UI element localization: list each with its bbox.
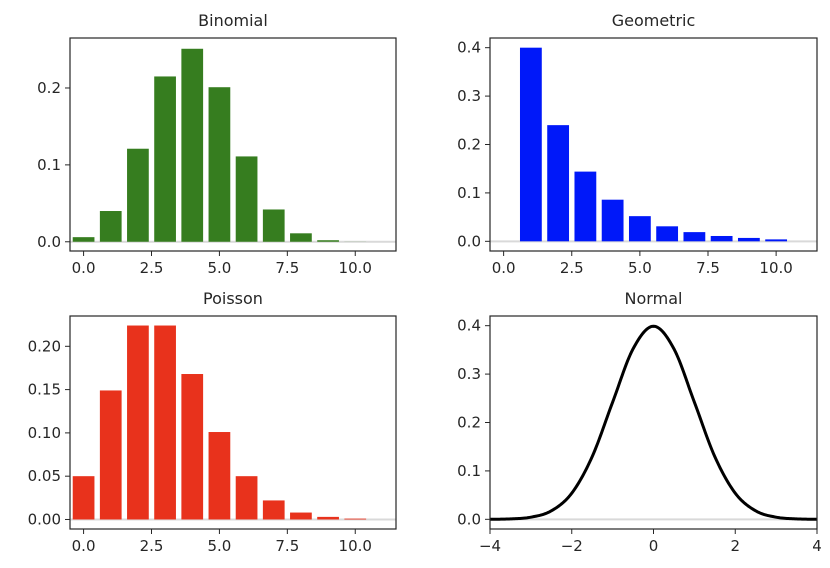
- geometric-bar: [574, 171, 597, 242]
- binomial-ytick-label: 0.0: [37, 233, 61, 251]
- geometric-bar: [547, 125, 570, 242]
- poisson-bar: [235, 476, 258, 520]
- geometric-xtick-label: 0.0: [492, 259, 516, 277]
- geometric-bar: [519, 47, 542, 242]
- geometric-xtick-label: 10.0: [759, 259, 792, 277]
- normal-ytick-label: 0.4: [457, 317, 481, 335]
- geometric-bar: [737, 237, 760, 242]
- poisson-ytick-label: 0.15: [28, 381, 61, 399]
- binomial-title: Binomial: [198, 11, 268, 30]
- geometric-xtick-label: 2.5: [560, 259, 584, 277]
- poisson-title: Poisson: [203, 289, 263, 308]
- geometric-ytick-label: 0.1: [457, 184, 481, 202]
- poisson-bar: [290, 512, 312, 520]
- poisson-bar: [99, 390, 122, 520]
- binomial-bar: [208, 87, 231, 242]
- poisson-xtick-label: 10.0: [339, 537, 372, 555]
- poisson-bar: [317, 516, 339, 520]
- geometric-bar: [656, 226, 679, 242]
- normal-xtick-label: 0: [649, 537, 659, 555]
- normal-ytick-label: 0.2: [457, 414, 481, 432]
- binomial-bar: [99, 211, 122, 242]
- poisson-bar: [72, 476, 95, 520]
- poisson-ytick-label: 0.05: [28, 467, 61, 485]
- poisson-xtick-label: 2.5: [140, 537, 164, 555]
- geometric-ytick-label: 0.0: [457, 232, 481, 250]
- geometric-ytick-label: 0.2: [457, 136, 481, 154]
- binomial-bar: [72, 237, 95, 242]
- binomial-xtick-label: 5.0: [207, 259, 231, 277]
- poisson-bar: [127, 325, 149, 520]
- geometric-bar: [628, 216, 651, 242]
- binomial-panel: 0.0 2.5 5.0 7.5 10.0 0.0 0.1 0.2 Binomial: [37, 11, 397, 277]
- binomial-bar: [181, 48, 204, 242]
- binomial-bar: [262, 209, 285, 242]
- normal-ytick-label: 0.3: [457, 365, 481, 383]
- normal-panel: −4 −2 0 2 4 0.0 0.1 0.2 0.3 0.4 Normal: [457, 289, 822, 555]
- normal-xtick-label: −2: [561, 537, 583, 555]
- geometric-bar: [683, 232, 706, 242]
- normal-ytick-label: 0.1: [457, 462, 481, 480]
- binomial-bar: [317, 240, 339, 242]
- binomial-ytick-label: 0.1: [37, 156, 61, 174]
- poisson-panel: 0.0 2.5 5.0 7.5 10.0 0.00 0.05 0.10 0.15 0.20 Pois…: [28, 289, 397, 555]
- binomial-axes-frame: [69, 37, 397, 252]
- normal-ytick-label: 0.0: [457, 510, 481, 528]
- geometric-xtick-label: 5.0: [628, 259, 652, 277]
- normal-xtick-label: 2: [730, 537, 740, 555]
- geometric-bar: [710, 235, 733, 242]
- normal-xtick-label: 4: [812, 537, 822, 555]
- poisson-bar: [262, 500, 285, 520]
- binomial-bar: [290, 233, 312, 242]
- poisson-xtick-label: 7.5: [275, 537, 299, 555]
- geometric-ytick-label: 0.4: [457, 39, 481, 57]
- poisson-bar: [154, 325, 176, 520]
- geometric-bar: [601, 199, 624, 242]
- binomial-xtick-label: 2.5: [140, 259, 164, 277]
- geometric-ytick-label: 0.3: [457, 87, 481, 105]
- poisson-axes-frame: [69, 315, 397, 530]
- binomial-xtick-label: 10.0: [339, 259, 372, 277]
- geometric-xtick-label: 7.5: [696, 259, 720, 277]
- poisson-bar: [208, 432, 231, 520]
- binomial-xtick-label: 0.0: [72, 259, 96, 277]
- poisson-ytick-label: 0.00: [28, 510, 61, 528]
- binomial-bar: [154, 76, 176, 242]
- poisson-bar: [344, 518, 367, 520]
- poisson-xtick-label: 0.0: [72, 537, 96, 555]
- geometric-panel: 0.0 2.5 5.0 7.5 10.0 0.0 0.1 0.2 0.3 0.4 Geometric: [457, 11, 818, 277]
- normal-axes-frame: [489, 315, 818, 530]
- binomial-bar: [235, 156, 258, 242]
- poisson-bar: [181, 374, 204, 520]
- geometric-bar: [765, 239, 788, 242]
- geometric-title: Geometric: [612, 11, 696, 30]
- poisson-xtick-label: 5.0: [207, 537, 231, 555]
- binomial-bar: [127, 148, 149, 242]
- poisson-ytick-label: 0.20: [28, 337, 61, 355]
- binomial-ytick-label: 0.2: [37, 79, 61, 97]
- poisson-ytick-label: 0.10: [28, 424, 61, 442]
- normal-xtick-label: −4: [479, 537, 501, 555]
- normal-title: Normal: [625, 289, 683, 308]
- normal-curve: [489, 324, 818, 521]
- binomial-xtick-label: 7.5: [275, 259, 299, 277]
